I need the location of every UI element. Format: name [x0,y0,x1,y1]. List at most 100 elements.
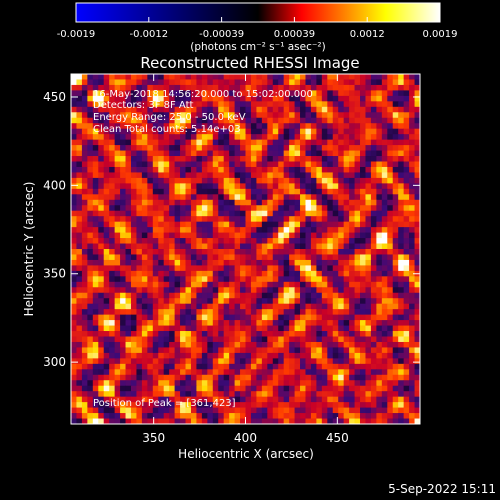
heatmap-cell [120,134,126,141]
heatmap-cell [201,90,208,97]
heatmap-cell [103,84,110,91]
heatmap-cell [267,243,274,250]
heatmap-cell [125,205,132,212]
heatmap-cell [212,336,219,343]
heatmap-cell [409,380,415,387]
heatmap-cell [147,249,154,255]
heatmap-cell [398,183,405,190]
heatmap-cell [218,298,225,305]
heatmap-cell [201,112,208,119]
heatmap-cell [130,243,137,250]
heatmap-cell [256,134,263,141]
heatmap-cell [387,221,394,228]
heatmap-cell [174,287,181,294]
heatmap-cell [278,407,285,414]
heatmap-cell [261,161,268,168]
heatmap-cell [409,402,415,408]
heatmap-cell [272,325,279,332]
heatmap-cell [267,79,274,86]
heatmap-cell [387,95,394,102]
heatmap-cell [278,183,285,190]
heatmap-cell [130,320,137,326]
heatmap-cell [278,347,285,354]
heatmap-cell [409,199,415,206]
heatmap-cell [76,128,83,135]
heatmap-cell [272,210,279,217]
heatmap-cell [338,347,345,354]
heatmap-cell [365,391,372,398]
heatmap-cell [245,112,252,119]
heatmap-cell [349,281,355,288]
heatmap-cell [180,183,186,190]
heatmap-cell [261,292,268,299]
heatmap-cell [283,418,290,424]
heatmap-cell [223,139,230,146]
heatmap-cell [147,402,154,408]
heatmap-cell [158,249,165,255]
heatmap-cell [240,358,246,365]
heatmap-cell [283,380,290,387]
heatmap-cell [114,238,121,244]
heatmap-cell [310,227,317,233]
heatmap-cell [114,84,121,91]
heatmap-cell [114,276,121,283]
heatmap-cell [387,402,394,408]
heatmap-cell [207,117,214,124]
heatmap-cell [305,243,312,250]
heatmap-cell [114,402,121,408]
heatmap-cell [169,150,176,157]
heatmap-cell [370,227,377,233]
heatmap-cell [414,166,420,173]
heatmap-cell [376,369,383,376]
heatmap-cell [414,84,420,91]
heatmap-cell [240,341,246,348]
heatmap-cell [103,347,110,354]
heatmap-cell [316,145,323,151]
heatmap-cell [103,407,110,414]
heatmap-cell [196,281,203,288]
heatmap-cell [387,407,394,414]
heatmap-cell [272,221,279,228]
heatmap-cell [76,117,83,124]
heatmap-cell [240,325,246,332]
heatmap-cell [409,341,415,348]
heatmap-cell [250,292,257,299]
heatmap-cell [387,177,394,184]
heatmap-cell [180,320,186,326]
heatmap-cell [234,402,241,408]
heatmap-cell [267,194,274,201]
heatmap-cell [240,396,246,403]
heatmap-cell [245,166,252,173]
heatmap-cell [387,292,394,299]
heatmap-cell [392,188,399,195]
heatmap-cell [169,161,176,168]
heatmap-cell [392,183,399,190]
heatmap-cell [163,265,170,272]
heatmap-cell [180,172,186,179]
heatmap-cell [370,123,377,130]
heatmap-cell [201,292,208,299]
heatmap-cell [343,325,350,332]
heatmap-cell [349,418,355,424]
heatmap-cell [141,249,148,255]
heatmap-cell [381,396,388,403]
heatmap-cell [125,314,132,321]
heatmap-cell [190,413,197,419]
heatmap-cell [136,216,143,223]
heatmap-cell [158,84,165,91]
heatmap-cell [409,265,415,272]
heatmap-cell [387,331,394,337]
heatmap-cell [130,74,137,80]
heatmap-cell [365,281,372,288]
heatmap-cell [354,243,361,250]
heatmap-cell [190,336,197,343]
heatmap-cell [316,188,323,195]
heatmap-cell [114,134,121,141]
heatmap-cell [310,101,317,108]
heatmap-cell [250,227,257,233]
heatmap-cell [278,380,285,387]
heatmap-cell [321,320,328,326]
heatmap-cell [201,172,208,179]
heatmap-cell [163,123,170,130]
heatmap-cell [305,259,312,266]
